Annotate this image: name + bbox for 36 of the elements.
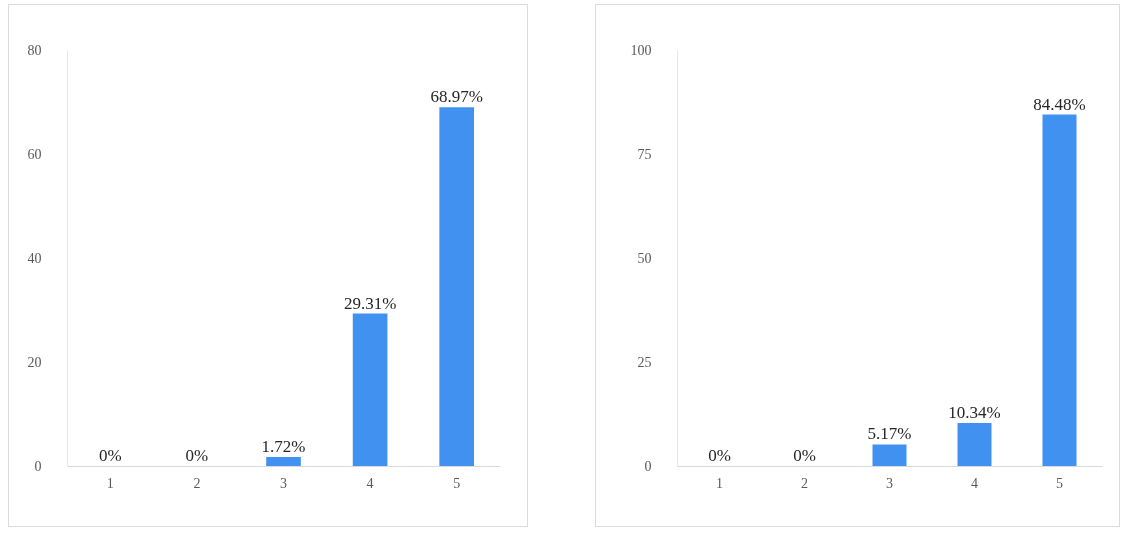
y-tick-label: 100: [630, 42, 652, 58]
bar: [1042, 114, 1077, 466]
x-tick-label: 1: [716, 475, 723, 491]
y-tick-label: 40: [27, 250, 42, 266]
bar: [957, 422, 992, 466]
y-tick-label: 60: [27, 146, 42, 162]
data-label: 29.31%: [343, 293, 397, 313]
data-label: 1.72%: [261, 437, 306, 457]
bar: [872, 444, 907, 466]
x-tick-label: 2: [193, 475, 201, 491]
data-label: 84.48%: [1033, 94, 1086, 114]
y-tick-label: 80: [27, 42, 42, 58]
y-tick-label: 50: [637, 250, 652, 266]
data-label: 0%: [185, 446, 209, 465]
bar: [266, 457, 301, 466]
y-tick-label: 25: [637, 354, 652, 370]
bar: [352, 313, 388, 466]
data-label: 0%: [98, 446, 122, 465]
data-label: 10.34%: [948, 402, 1001, 422]
x-tick-label: 5: [453, 475, 461, 491]
data-label: 5.17%: [867, 424, 912, 444]
x-tick-label: 2: [801, 475, 808, 491]
bar: [439, 107, 475, 466]
x-tick-label: 3: [886, 475, 893, 491]
x-tick-label: 4: [971, 475, 978, 491]
x-tick-label: 4: [366, 475, 374, 491]
x-tick-label: 3: [280, 475, 287, 491]
data-label: 68.97%: [430, 87, 483, 107]
x-tick-label: 5: [1056, 475, 1063, 491]
y-tick-label: 0: [644, 458, 652, 474]
data-label: 0%: [708, 446, 731, 465]
data-label: 0%: [793, 446, 816, 465]
y-tick-label: 0: [34, 458, 42, 474]
y-tick-label: 75: [637, 146, 652, 162]
y-tick-label: 20: [27, 354, 42, 370]
x-tick-label: 1: [106, 475, 114, 491]
